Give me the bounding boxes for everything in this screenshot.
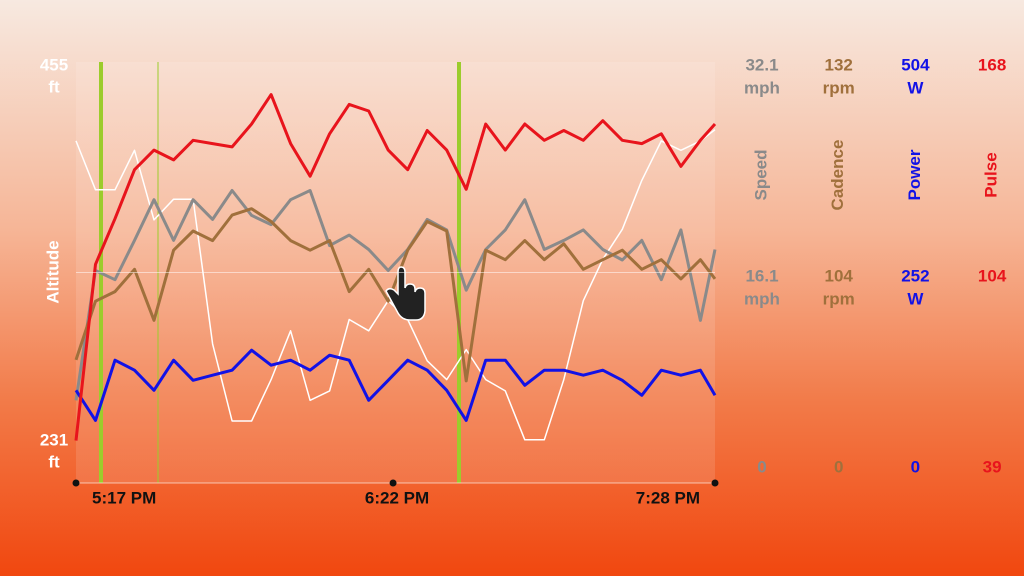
series-line: [74, 93, 717, 441]
y-tick-label: 0: [911, 457, 920, 476]
y-tick-label: 32.1: [745, 55, 778, 74]
y-tick-label: 0: [834, 457, 843, 476]
axis-unit: mph: [744, 289, 780, 308]
y-tick-label: 231: [40, 430, 68, 449]
axis-title: Cadence: [828, 140, 847, 211]
series-line: [74, 348, 717, 422]
x-tick-label: 7:28 PM: [636, 488, 700, 507]
y-tick-label: 504: [901, 55, 930, 74]
cursor-icon: [385, 266, 426, 321]
y-tick-label: 0: [757, 457, 766, 476]
x-tick: [711, 479, 719, 487]
x-tick: [72, 479, 80, 487]
axis-unit: rpm: [823, 78, 855, 97]
axis-unit: ft: [48, 452, 60, 471]
y-tick-label: 104: [825, 266, 854, 285]
axis-unit: rpm: [823, 289, 855, 308]
y-tick-label: 16.1: [745, 266, 778, 285]
axis-unit: W: [907, 78, 924, 97]
y-tick-label: 104: [978, 266, 1007, 285]
axis-title: Speed: [751, 149, 770, 200]
axis-title: Altitude: [43, 240, 62, 303]
y-tick-label: 168: [978, 55, 1006, 74]
x-tick: [389, 479, 397, 487]
y-tick-label: 252: [901, 266, 929, 285]
y-tick-label: 455: [40, 55, 68, 74]
x-tick-label: 6:22 PM: [365, 488, 429, 507]
axis-unit: W: [907, 289, 924, 308]
x-tick-label: 5:17 PM: [92, 488, 156, 507]
axis-unit: ft: [48, 77, 60, 96]
axis-title: Power: [905, 149, 924, 200]
axis-unit: mph: [744, 78, 780, 97]
axis-title: Pulse: [982, 152, 1001, 197]
y-tick-label: 39: [983, 457, 1002, 476]
y-tick-label: 132: [825, 55, 853, 74]
